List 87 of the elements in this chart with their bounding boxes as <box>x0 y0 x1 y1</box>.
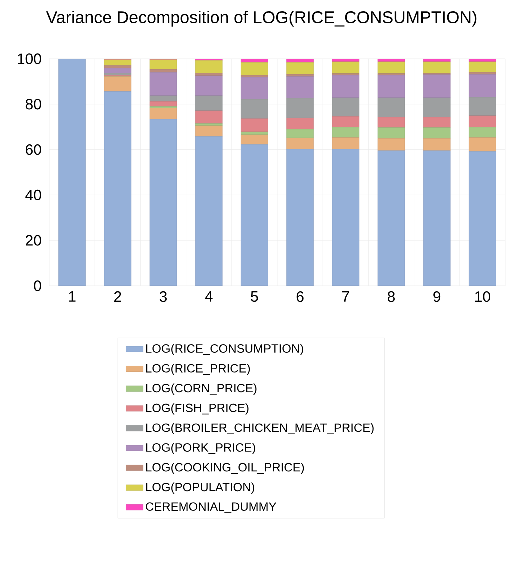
bar <box>378 128 406 139</box>
bar <box>104 92 132 286</box>
bar <box>150 96 178 102</box>
bar <box>286 98 314 118</box>
bar <box>332 138 360 150</box>
bar <box>378 138 406 152</box>
bar <box>195 76 223 96</box>
bar <box>378 117 406 128</box>
bar <box>332 116 360 128</box>
legend-label: LOG(RICE_CONSUMPTION) <box>146 344 304 356</box>
bar <box>150 119 178 286</box>
bar <box>423 138 451 152</box>
bar <box>195 96 223 112</box>
bar <box>469 74 496 98</box>
bar <box>378 62 406 74</box>
bar <box>150 60 178 70</box>
legend-label: LOG(FISH_PRICE) <box>146 404 249 415</box>
y-tick-label: 100 <box>18 54 42 64</box>
bar <box>332 98 360 117</box>
bar <box>423 74 451 98</box>
bar <box>58 58 86 286</box>
bar <box>241 99 268 120</box>
bar <box>195 60 223 74</box>
chart-title: Variance Decomposition of LOG(RICE_CONSUMPTION) <box>46 11 477 27</box>
x-tick-label: 6 <box>296 292 304 302</box>
bar <box>286 138 314 150</box>
bar <box>104 60 132 66</box>
legend-label: LOG(CORN_PRICE) <box>146 384 257 395</box>
bar <box>195 126 223 137</box>
legend-label: LOG(RICE_PRICE) <box>146 364 250 376</box>
bar <box>241 144 268 286</box>
x-tick-label: 10 <box>476 292 490 302</box>
bar <box>332 127 360 138</box>
bar <box>469 97 496 116</box>
bar <box>469 62 496 73</box>
bar <box>423 98 451 118</box>
x-tick-label: 7 <box>342 292 350 302</box>
bar <box>286 149 314 286</box>
bar <box>150 69 178 73</box>
x-tick-label: 5 <box>251 292 258 302</box>
bar <box>150 72 178 96</box>
x-tick-label: 2 <box>114 292 122 302</box>
bar <box>241 134 268 145</box>
bar <box>378 150 406 286</box>
bar <box>241 77 268 100</box>
legend-label: CEREMONIAL_DUMMY <box>146 502 277 514</box>
bar <box>286 129 314 138</box>
legend-label: LOG(COOKING_OIL_PRICE) <box>146 462 304 474</box>
bar <box>423 150 451 286</box>
bar <box>469 127 496 138</box>
legend-label: LOG(POPULATION) <box>146 482 255 494</box>
bar <box>378 75 406 98</box>
legend-label: LOG(PORK_PRICE) <box>146 443 256 454</box>
bar <box>241 118 268 132</box>
bar <box>423 128 451 139</box>
bar <box>332 75 360 98</box>
bar <box>104 76 132 92</box>
bar <box>423 117 451 128</box>
bar <box>286 76 314 98</box>
bar <box>469 138 496 152</box>
bar <box>104 68 132 74</box>
legend-label: LOG(BROILER_CHICKEN_MEAT_PRICE) <box>146 423 374 435</box>
bar <box>469 116 496 128</box>
bar <box>241 62 268 76</box>
y-tick-label: 80 <box>26 99 42 110</box>
bar <box>150 108 178 120</box>
bar <box>469 72 496 75</box>
y-tick-label: 0 <box>34 280 42 292</box>
x-tick-label: 3 <box>160 292 168 302</box>
bar <box>195 110 223 124</box>
y-tick-label: 40 <box>26 190 42 200</box>
bar <box>469 151 496 286</box>
bar <box>378 98 406 118</box>
y-tick-label: 20 <box>26 235 42 246</box>
x-tick-label: 9 <box>434 292 441 302</box>
x-tick-label: 1 <box>69 292 76 302</box>
x-tick-label: 4 <box>205 292 213 302</box>
bar <box>286 74 314 77</box>
bar <box>332 149 360 286</box>
bar <box>423 62 451 74</box>
bar <box>332 62 360 74</box>
bar <box>195 136 223 286</box>
bar <box>286 62 314 75</box>
bar <box>150 102 178 107</box>
x-tick-label: 8 <box>388 292 396 302</box>
y-tick-label: 60 <box>26 144 42 156</box>
bar <box>286 118 314 130</box>
